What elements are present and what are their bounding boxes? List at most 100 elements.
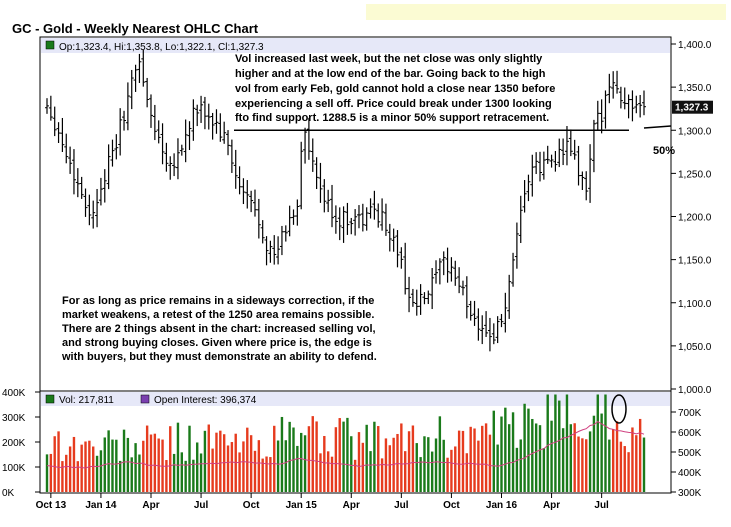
open-interest-tick-label: 700K [678, 408, 702, 419]
volume-bar [604, 394, 607, 492]
volume-bar [380, 458, 384, 492]
x-tick-label: Jul [194, 500, 209, 511]
volume-bar [284, 440, 287, 492]
volume-bar [84, 441, 87, 492]
volume-bar [203, 430, 207, 492]
volume-bar [427, 437, 430, 492]
volume-bar [122, 429, 126, 492]
volume-bar [107, 430, 110, 492]
volume-bar [115, 439, 118, 492]
volume-bar [531, 418, 534, 492]
volume-bar [169, 426, 172, 492]
open-interest-series [46, 420, 645, 469]
volume-bar [199, 453, 203, 492]
volume-bar [404, 451, 407, 492]
volume-bar [419, 457, 422, 492]
volume-bar [222, 434, 226, 492]
volume-bar [307, 426, 311, 492]
volume-bar [118, 460, 122, 492]
volume-bar [215, 432, 218, 492]
volume-grid: 0K 100K 200K 300K 400K 300K 400K 500K 600K 700K [2, 388, 702, 499]
volume-bar [642, 437, 646, 492]
volume-tick-label: 100K [2, 463, 26, 474]
volume-bar [76, 461, 80, 492]
volume-bar [492, 410, 495, 492]
volume-bar [538, 425, 542, 492]
volume-bar [434, 438, 438, 492]
volume-bar [145, 425, 149, 492]
volume-bar [338, 418, 341, 492]
x-tick-label: Apr [543, 500, 560, 511]
volume-bar [469, 426, 472, 492]
volume-bar [596, 394, 599, 492]
last-price-label: 1,327.3 [675, 103, 709, 114]
volume-bar [265, 456, 268, 492]
volume-bar [430, 451, 434, 492]
volume-bar [49, 453, 53, 492]
price-bars [45, 49, 646, 352]
volume-bar [72, 436, 76, 492]
open-interest-tick-label: 500K [678, 448, 702, 459]
volume-bar [172, 453, 176, 492]
volume-bar [149, 434, 153, 492]
volume-bars [45, 394, 646, 492]
volume-bar [357, 432, 361, 492]
x-tick-label: Jan 15 [286, 500, 318, 511]
volume-bar [323, 435, 326, 492]
volume-bar [638, 418, 642, 492]
volume-bar [157, 438, 160, 492]
volume-bar [588, 431, 592, 492]
volume-bar [353, 459, 357, 492]
volume-bar [504, 407, 507, 492]
x-tick-label: Oct 13 [36, 500, 67, 511]
volume-bar [573, 423, 576, 492]
volume-bar [407, 431, 411, 492]
x-tick-label: Oct [443, 500, 460, 511]
volume-bar [477, 440, 480, 492]
open-interest-tick-label: 300K [678, 488, 702, 499]
volume-tick-label: 0K [2, 488, 15, 499]
volume-bar [611, 429, 615, 492]
volume-bar [300, 432, 303, 492]
volume-tick-label: 200K [2, 438, 26, 449]
volume-bar [315, 421, 318, 492]
volume-bar [373, 421, 376, 492]
open-interest-tick-label: 400K [678, 468, 702, 479]
volume-bar [273, 425, 276, 492]
volume-bar [481, 425, 484, 492]
volume-tick-label: 400K [2, 388, 26, 399]
volume-bar [496, 444, 499, 492]
annotation-line-1: Vol increased last week, but the net clo… [235, 53, 543, 65]
price-tick-label: 1,350.0 [678, 83, 712, 94]
volume-bar [207, 424, 210, 492]
x-tick-label: Jul [594, 500, 609, 511]
volume-bar [350, 436, 353, 492]
volume-bar [296, 445, 299, 492]
volume-bar [515, 447, 519, 492]
volume-bar [242, 441, 245, 492]
open-interest-tick-label: 600K [678, 428, 702, 439]
price-tick-label: 1,100.0 [678, 299, 712, 310]
x-tick-label: Apr [343, 500, 360, 511]
volume-bar [473, 428, 476, 492]
open-interest-legend-text: Open Interest: 396,374 [154, 395, 257, 406]
fifty-percent-line [643, 125, 672, 129]
volume-bar [561, 428, 565, 492]
x-tick-label: Oct [243, 500, 260, 511]
volume-bar [635, 435, 638, 492]
volume-bar [519, 439, 522, 492]
volume-bar [361, 442, 365, 492]
volume-bar [411, 425, 415, 492]
volume-bar [423, 436, 426, 492]
volume-bar [446, 457, 449, 492]
volume-bar [558, 400, 561, 492]
volume-bar [184, 460, 187, 492]
volume-bar [219, 430, 222, 492]
volume-bar [365, 424, 368, 492]
volume-tick-label: 300K [2, 413, 26, 424]
volume-legend-text: Vol: 217,811 [59, 395, 114, 406]
ohlc-legend-bar [41, 38, 670, 53]
volume-bar [57, 431, 60, 492]
volume-bar [554, 394, 557, 492]
volume-highlight-ellipse [611, 394, 627, 424]
